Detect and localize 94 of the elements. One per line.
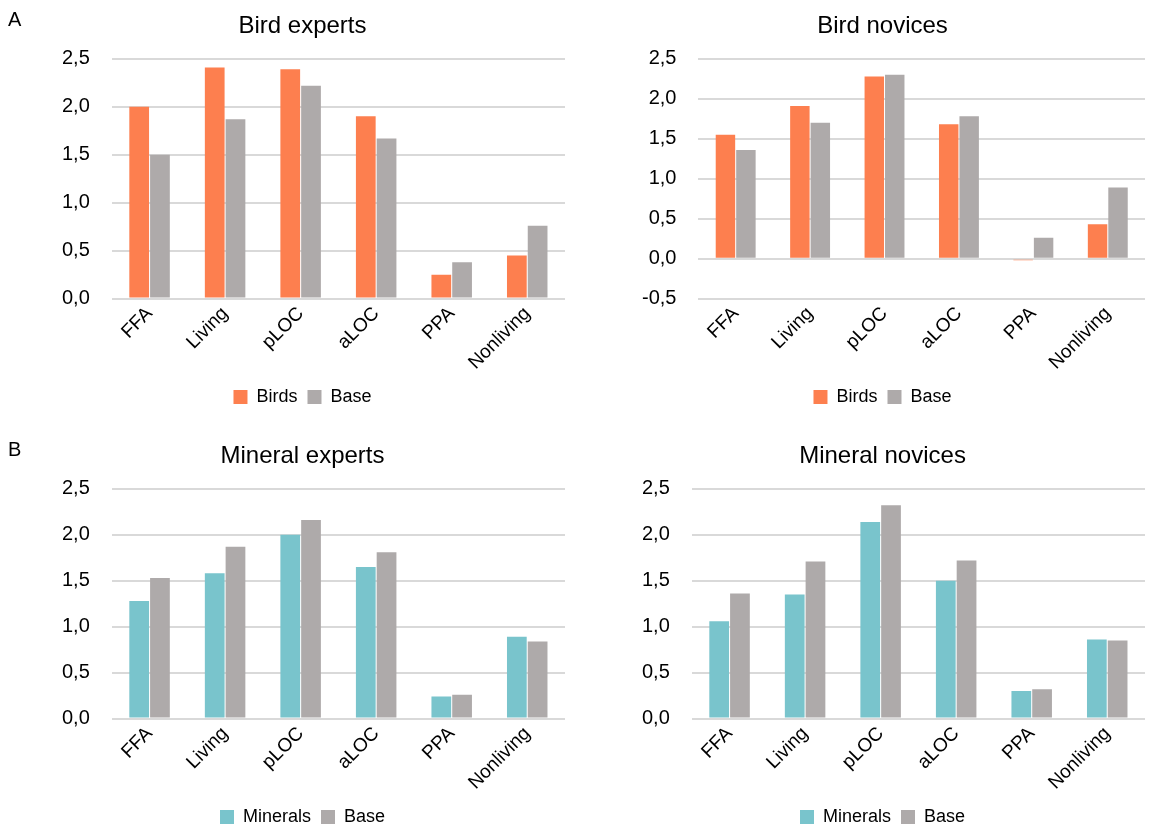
bar: [452, 262, 472, 298]
bar: [709, 621, 730, 718]
legend-label: Base: [330, 385, 372, 406]
bar: [959, 116, 979, 258]
y-tick-label: 0,5: [648, 206, 677, 229]
bar: [204, 573, 225, 718]
bar: [527, 225, 548, 298]
bar: [715, 134, 736, 258]
bar: [301, 85, 321, 298]
bar: [730, 593, 750, 718]
legend-label: Base: [910, 385, 952, 406]
x-tick-label: FFA: [116, 722, 157, 762]
bar: [280, 69, 301, 298]
bar: [431, 696, 452, 718]
y-tick-label: 2,5: [61, 46, 90, 69]
legend-label: Birds: [256, 385, 298, 406]
y-tick-label: 2,0: [648, 86, 677, 109]
x-tick-label: FFA: [702, 302, 743, 342]
bar: [506, 255, 527, 298]
text: A: [8, 7, 22, 30]
y-tick-label: 2,0: [61, 94, 90, 117]
y-tick-label: 1,5: [648, 126, 677, 149]
chart-title: Mineral experts: [220, 441, 385, 469]
bar: [935, 580, 956, 718]
bar: [527, 641, 548, 718]
bar: [506, 636, 527, 718]
y-tick-label: 2,5: [61, 476, 90, 499]
bar: [355, 116, 376, 298]
y-tick-label: 0,0: [61, 706, 90, 729]
legend-label: Base: [344, 805, 386, 826]
bar: [1107, 640, 1128, 718]
y-tick-label: 1,0: [641, 614, 670, 637]
bar: [1108, 187, 1128, 258]
legend-label: Minerals: [822, 805, 892, 826]
y-tick-label: 2,0: [61, 522, 90, 545]
x-tick-label: PPA: [997, 722, 1039, 764]
bar: [452, 694, 472, 718]
bar: [1087, 224, 1108, 258]
x-tick-label: FFA: [696, 722, 737, 762]
bar: [881, 505, 901, 718]
y-tick-label: 0,5: [61, 660, 90, 683]
y-tick-label: 0,0: [641, 706, 670, 729]
y-tick-label: 1,0: [648, 166, 677, 189]
bar: [150, 154, 170, 298]
chart-title: Mineral novices: [799, 441, 966, 469]
chart-title: Bird experts: [238, 11, 367, 39]
legend-label: Birds: [836, 385, 878, 406]
bar: [784, 594, 805, 718]
y-tick-label: 0,0: [648, 246, 677, 269]
bar: [736, 149, 756, 258]
y-tick-label: 2,5: [648, 46, 677, 69]
bar: [225, 119, 246, 298]
bar: [129, 106, 150, 298]
bar: [280, 534, 301, 718]
chart-title: Bird novices: [817, 11, 948, 39]
x-tick-label: PPA: [999, 302, 1041, 344]
y-tick-label: 1,0: [61, 614, 90, 637]
bar: [376, 138, 397, 298]
y-tick-label: 1,5: [641, 568, 670, 591]
bar: [1011, 691, 1032, 718]
bar: [301, 520, 321, 718]
legend-label: Base: [924, 805, 966, 826]
bar: [938, 124, 959, 258]
text: B: [8, 437, 22, 460]
bar: [956, 560, 977, 718]
bar: [129, 600, 150, 718]
bar: [376, 552, 397, 718]
bar: [225, 546, 246, 718]
y-tick-label: 0,5: [61, 238, 90, 261]
y-tick-label: 1,0: [61, 190, 90, 213]
bar: [885, 74, 905, 258]
bar: [864, 76, 885, 258]
x-tick-label: PPA: [417, 722, 459, 764]
bar: [860, 521, 881, 718]
y-tick-label: 2,0: [641, 522, 670, 545]
legend-label: Minerals: [242, 805, 312, 826]
bar: [355, 566, 376, 718]
bar: [805, 561, 826, 718]
y-tick-label: 1,5: [61, 568, 90, 591]
y-tick-label: 1,5: [61, 142, 90, 165]
bar: [790, 105, 810, 258]
x-tick-label: FFA: [116, 302, 157, 342]
y-tick-label: 2,5: [641, 476, 670, 499]
bar: [1033, 237, 1054, 258]
bar: [431, 274, 452, 298]
y-tick-label: 0,0: [61, 286, 90, 309]
bar: [150, 577, 170, 718]
bar: [204, 67, 225, 298]
y-tick-label: 0,5: [641, 660, 670, 683]
bar: [810, 122, 831, 258]
y-tick-label: -0,5: [641, 286, 677, 309]
bar: [1032, 689, 1052, 718]
bar: [1086, 639, 1107, 718]
x-tick-label: PPA: [417, 302, 459, 344]
